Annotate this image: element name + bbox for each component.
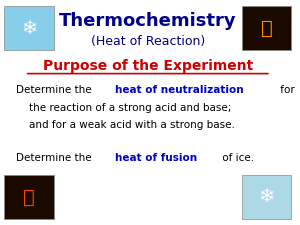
Text: and for a weak acid with a strong base.: and for a weak acid with a strong base.	[16, 120, 235, 130]
Text: Determine the: Determine the	[16, 153, 95, 163]
FancyBboxPatch shape	[4, 6, 54, 50]
Text: ❄: ❄	[21, 18, 38, 38]
FancyBboxPatch shape	[242, 175, 291, 219]
Text: for: for	[278, 85, 295, 95]
Text: the reaction of a strong acid and base;: the reaction of a strong acid and base;	[16, 103, 231, 113]
Text: heat of neutralization: heat of neutralization	[116, 85, 244, 95]
Text: Thermochemistry: Thermochemistry	[59, 12, 237, 30]
Text: Purpose of the Experiment: Purpose of the Experiment	[43, 59, 253, 73]
Text: ❄: ❄	[258, 187, 274, 207]
FancyBboxPatch shape	[4, 175, 54, 219]
Text: Determine the: Determine the	[16, 85, 95, 95]
Text: of ice.: of ice.	[219, 153, 254, 163]
FancyBboxPatch shape	[242, 6, 291, 50]
Text: heat of fusion: heat of fusion	[116, 153, 197, 163]
Text: (Heat of Reaction): (Heat of Reaction)	[91, 35, 205, 48]
Text: 🔥: 🔥	[260, 18, 272, 38]
Text: 🔥: 🔥	[23, 187, 35, 207]
